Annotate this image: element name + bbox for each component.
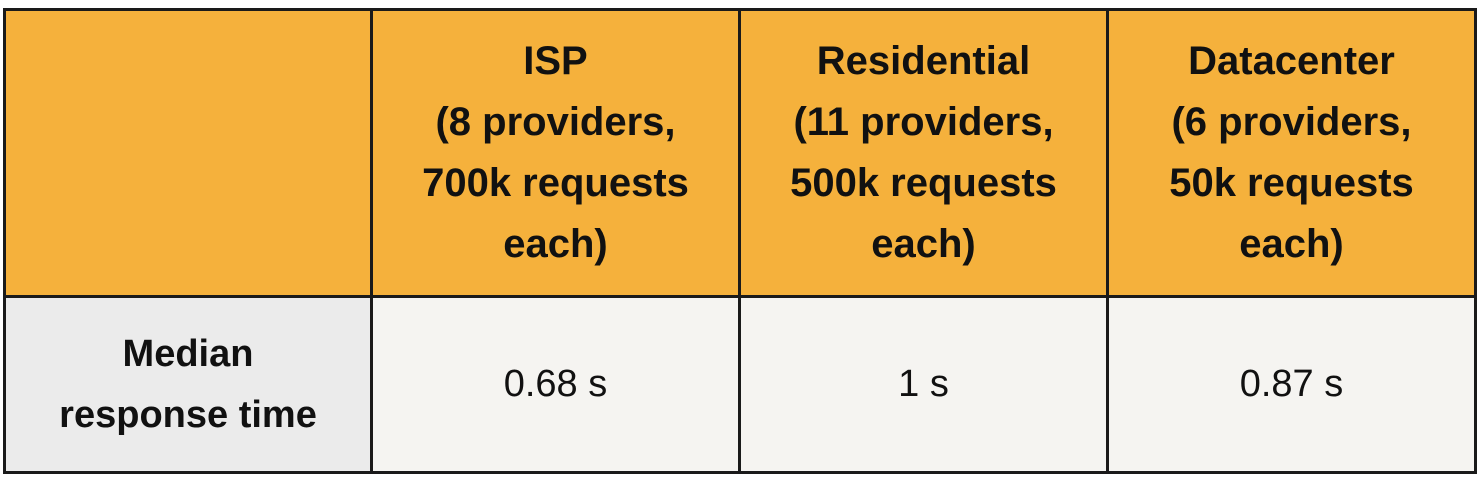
column-header-title: ISP — [523, 39, 588, 83]
column-header-requests: 500k requests — [790, 161, 1057, 205]
table-row: Median response time 0.68 s 1 s 0.87 s — [3, 295, 1477, 474]
row-label-line: response time — [59, 393, 317, 436]
column-header-providers: (6 providers, — [1171, 100, 1412, 144]
column-header-title: Residential — [816, 39, 1031, 83]
row-label-median-response-time: Median response time — [3, 295, 373, 474]
comparison-table-container: ISP (8 providers, 700k requests each) Re… — [0, 8, 1480, 476]
column-header-providers: (8 providers, — [435, 100, 676, 144]
column-header-title: Datacenter — [1188, 39, 1395, 83]
column-header-requests: 50k requests — [1169, 161, 1414, 205]
column-header-providers: (11 providers, — [793, 100, 1054, 144]
column-header-datacenter: Datacenter (6 providers, 50k requests ea… — [1106, 8, 1477, 298]
value-cell-residential: 1 s — [738, 295, 1109, 474]
corner-cell — [3, 8, 373, 298]
column-header-isp: ISP (8 providers, 700k requests each) — [370, 8, 741, 298]
column-header-each: each) — [871, 222, 976, 266]
row-label-line: Median — [122, 332, 254, 375]
column-header-each: each) — [1239, 222, 1344, 266]
value-cell-isp: 0.68 s — [370, 295, 741, 474]
value-cell-datacenter: 0.87 s — [1106, 295, 1477, 474]
table-header-row: ISP (8 providers, 700k requests each) Re… — [3, 8, 1477, 298]
column-header-requests: 700k requests — [422, 161, 689, 205]
column-header-each: each) — [503, 222, 608, 266]
proxy-response-time-table: ISP (8 providers, 700k requests each) Re… — [3, 8, 1477, 474]
column-header-residential: Residential (11 providers, 500k requests… — [738, 8, 1109, 298]
